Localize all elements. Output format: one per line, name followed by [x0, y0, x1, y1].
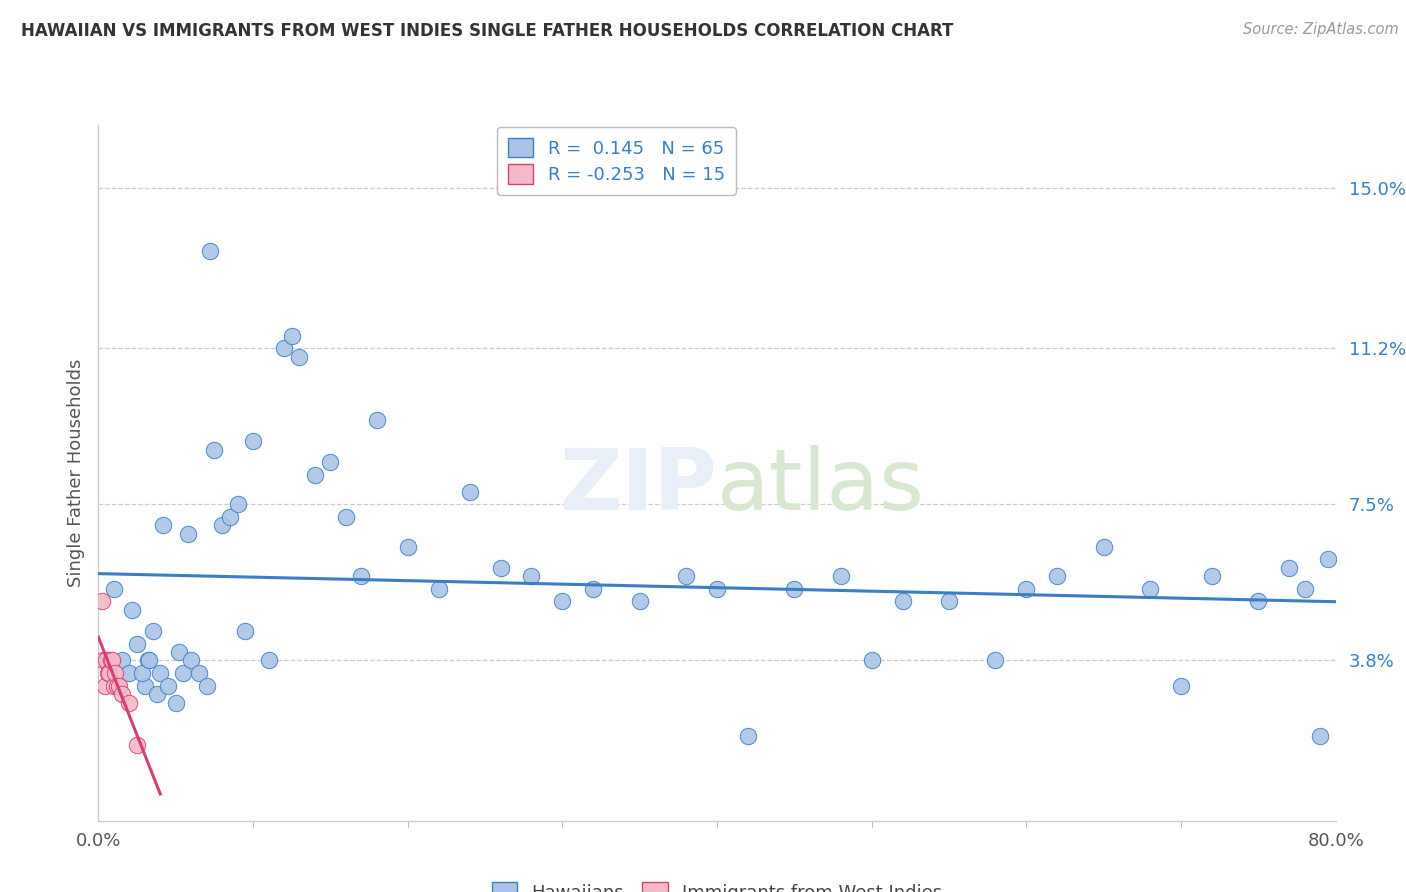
Point [1046, 569, 1069, 583]
Point [152, 518, 174, 533]
Point [938, 594, 960, 608]
Point [149, 666, 172, 681]
Point [1092, 540, 1115, 554]
Point [984, 653, 1007, 667]
Point [551, 594, 574, 608]
Point [105, 679, 128, 693]
Point [127, 636, 149, 650]
Point [103, 582, 125, 596]
Point [783, 582, 806, 596]
Point [195, 679, 218, 693]
Point [111, 653, 132, 667]
Point [860, 653, 883, 667]
Text: atlas: atlas [717, 445, 925, 528]
Point [107, 679, 129, 693]
Point [675, 569, 697, 583]
Point [1278, 560, 1301, 574]
Point [520, 569, 543, 583]
Point [103, 679, 125, 693]
Point [582, 582, 605, 596]
Point [93, 679, 115, 693]
Point [146, 687, 169, 701]
Point [1139, 582, 1161, 596]
Point [121, 603, 143, 617]
Point [1294, 582, 1316, 596]
Point [134, 679, 156, 693]
Point [1015, 582, 1038, 596]
Point [427, 582, 450, 596]
Point [288, 350, 311, 364]
Point [706, 582, 728, 596]
Point [90, 594, 112, 608]
Point [242, 434, 264, 449]
Point [1170, 679, 1192, 693]
Point [1309, 729, 1331, 743]
Point [101, 653, 124, 667]
Point [131, 666, 153, 681]
Point [211, 518, 233, 533]
Point [219, 510, 242, 524]
Point [204, 442, 226, 457]
Point [127, 738, 149, 752]
Point [138, 653, 160, 667]
Point [98, 666, 121, 681]
Point [172, 666, 194, 681]
Point [1317, 552, 1340, 566]
Point [136, 653, 159, 667]
Point [350, 569, 373, 583]
Point [157, 679, 180, 693]
Point [165, 696, 187, 710]
Point [100, 653, 122, 667]
Point [335, 510, 357, 524]
Point [118, 696, 141, 710]
Text: Source: ZipAtlas.com: Source: ZipAtlas.com [1243, 22, 1399, 37]
Point [830, 569, 852, 583]
Point [396, 540, 419, 554]
Point [167, 645, 190, 659]
Legend: Hawaiians, Immigrants from West Indies: Hawaiians, Immigrants from West Indies [485, 875, 949, 892]
Point [273, 342, 295, 356]
Point [198, 244, 221, 259]
Y-axis label: Single Father Households: Single Father Households [66, 359, 84, 587]
Point [1201, 569, 1223, 583]
Point [188, 666, 211, 681]
Point [1247, 594, 1270, 608]
Point [177, 527, 200, 541]
Point [226, 497, 249, 511]
Point [141, 624, 165, 638]
Point [304, 467, 326, 482]
Point [458, 484, 481, 499]
Point [111, 687, 132, 701]
Point [118, 666, 141, 681]
Point [104, 666, 127, 681]
Point [96, 653, 118, 667]
Point [319, 455, 342, 469]
Point [180, 653, 202, 667]
Point [97, 666, 120, 681]
Point [257, 653, 280, 667]
Point [235, 624, 257, 638]
Point [737, 729, 759, 743]
Text: HAWAIIAN VS IMMIGRANTS FROM WEST INDIES SINGLE FATHER HOUSEHOLDS CORRELATION CHA: HAWAIIAN VS IMMIGRANTS FROM WEST INDIES … [21, 22, 953, 40]
Point [628, 594, 651, 608]
Point [891, 594, 914, 608]
Point [489, 560, 512, 574]
Point [91, 653, 114, 667]
Point [366, 413, 388, 427]
Text: ZIP: ZIP [560, 445, 717, 528]
Point [281, 328, 304, 343]
